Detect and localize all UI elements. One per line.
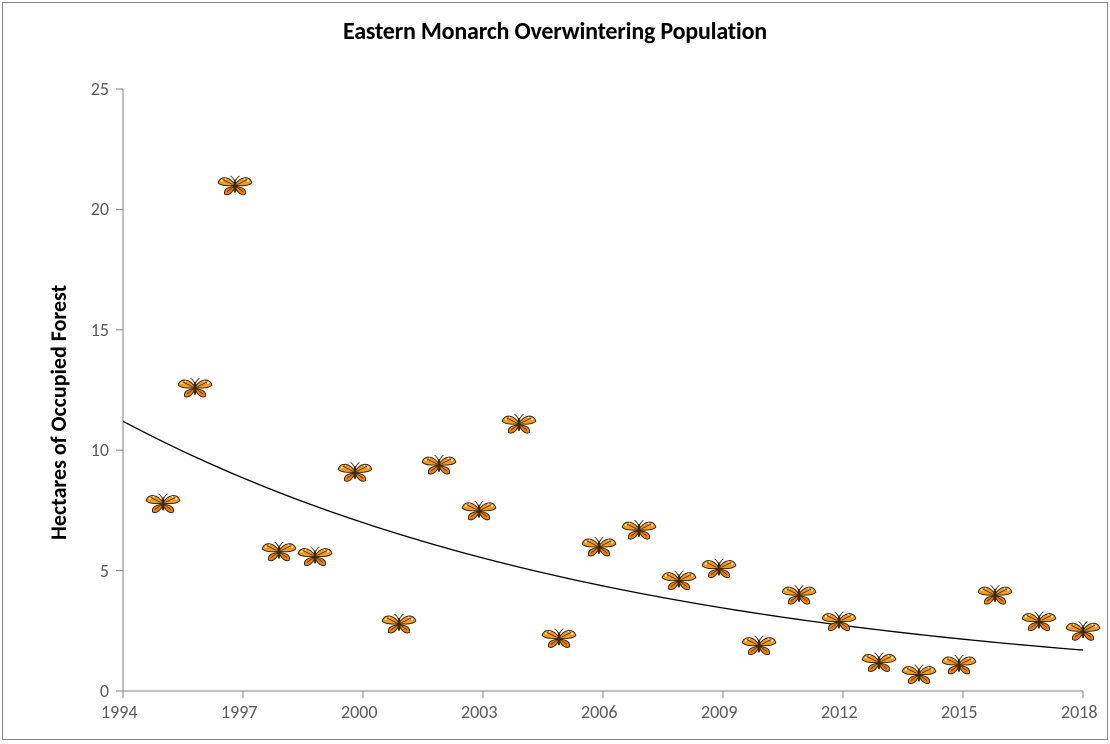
butterfly-icon (502, 414, 536, 433)
butterfly-icon (146, 494, 180, 513)
x-tick-label: 2009 (701, 701, 738, 723)
butterfly-icon (822, 612, 856, 631)
butterfly-icon (902, 665, 936, 684)
x-tick-label: 2003 (461, 701, 498, 723)
butterfly-icon (542, 629, 576, 648)
butterfly-icon (422, 455, 456, 474)
butterfly-icon (662, 571, 696, 590)
butterfly-icon (702, 559, 736, 578)
butterfly-icon (382, 614, 416, 633)
butterfly-icon (218, 176, 252, 195)
butterfly-icon (582, 537, 616, 556)
x-tick-label: 2006 (581, 701, 618, 723)
y-tick-label: 15 (91, 319, 109, 341)
x-tick-label: 2000 (341, 701, 378, 723)
butterfly-icon (262, 542, 296, 561)
x-tick-label: 2018 (1061, 701, 1098, 723)
x-tick-label: 1994 (101, 701, 138, 723)
x-tick-label: 2012 (821, 701, 858, 723)
x-tick-label: 2015 (941, 701, 978, 723)
y-tick-label: 20 (91, 198, 109, 220)
x-tick-label: 1997 (221, 701, 258, 723)
butterfly-icon (338, 463, 372, 482)
chart-svg (3, 3, 1109, 741)
butterfly-icon (978, 585, 1012, 604)
butterfly-icon (742, 636, 776, 655)
butterfly-icon (1066, 622, 1100, 641)
chart-frame: Eastern Monarch Overwintering Population… (2, 2, 1108, 740)
y-tick-label: 25 (91, 78, 109, 100)
butterfly-icon (622, 520, 656, 539)
butterfly-icon (862, 653, 896, 672)
butterfly-icon (462, 501, 496, 520)
butterfly-icon (298, 547, 332, 566)
y-tick-label: 5 (100, 560, 109, 582)
butterfly-icon (178, 378, 212, 397)
y-tick-label: 0 (100, 680, 109, 702)
butterfly-icon (782, 585, 816, 604)
butterfly-icon (942, 655, 976, 674)
y-tick-label: 10 (91, 439, 109, 461)
butterfly-icon (1022, 612, 1056, 631)
trendline (123, 421, 1083, 650)
